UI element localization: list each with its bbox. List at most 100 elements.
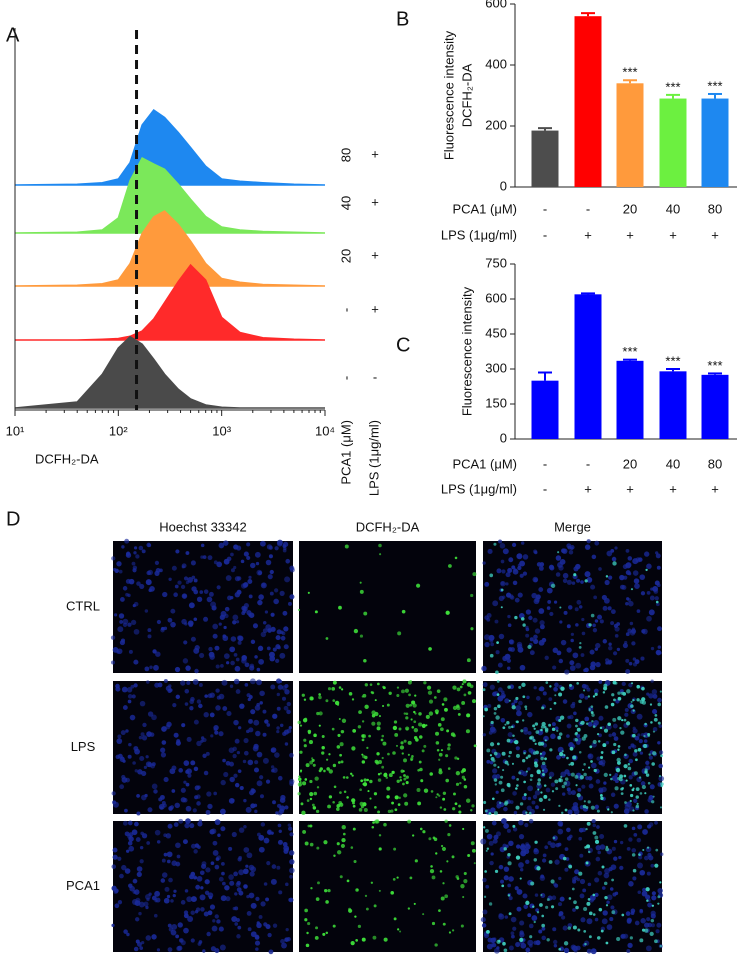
ros-signal (594, 835, 599, 840)
panel-label: A (6, 24, 20, 46)
condition-label: + (371, 194, 379, 209)
nucleus (638, 855, 643, 860)
nucleus (538, 929, 543, 934)
nucleus (273, 598, 279, 605)
nucleus (125, 551, 131, 556)
significance: *** (622, 65, 637, 80)
nucleus (180, 940, 186, 946)
nucleus (596, 756, 601, 761)
nucleus (610, 548, 615, 553)
ros-signal (360, 779, 364, 783)
nucleus (234, 892, 238, 896)
ros-signal (508, 750, 512, 755)
ros-signal (399, 779, 403, 782)
nucleus (284, 683, 289, 689)
ros-signal (377, 810, 381, 814)
nucleus (163, 833, 167, 838)
nucleus (234, 665, 241, 672)
ros-signal (536, 770, 541, 775)
ros-signal (590, 805, 595, 810)
nucleus (566, 647, 572, 653)
nucleus (511, 565, 516, 570)
nucleus (230, 552, 234, 557)
ros-signal (442, 882, 445, 885)
nucleus (235, 657, 240, 662)
nucleus (508, 594, 514, 599)
nucleus (606, 900, 610, 905)
ros-signal (375, 819, 380, 824)
nucleus (519, 930, 524, 935)
nucleus (248, 727, 254, 733)
nucleus (532, 794, 538, 800)
bar (701, 374, 729, 439)
nucleus (145, 935, 152, 941)
ros-signal (568, 763, 571, 766)
nucleus (196, 740, 202, 747)
nucleus (554, 726, 559, 731)
nucleus (214, 948, 220, 954)
nucleus (582, 888, 587, 893)
x-axis-label: DCFH₂-DA (35, 451, 99, 466)
nucleus (181, 565, 185, 569)
ros-signal (301, 810, 306, 816)
nucleus (591, 819, 596, 824)
nucleus (633, 833, 638, 837)
ros-signal (309, 792, 314, 797)
nucleus (655, 553, 661, 559)
nucleus (601, 786, 607, 793)
ros-signal (438, 770, 443, 775)
nucleus (277, 823, 282, 828)
nucleus (233, 653, 238, 657)
nucleus (284, 576, 291, 583)
ros-signal (525, 900, 530, 905)
nucleus (117, 626, 124, 633)
ros-signal (602, 691, 606, 694)
ros-signal (472, 572, 477, 577)
ros-signal (515, 696, 519, 701)
nucleus (189, 823, 195, 829)
y-tick-label: 0 (500, 178, 507, 193)
condition-label: - (373, 369, 377, 384)
ros-signal (455, 771, 461, 776)
nucleus (500, 693, 506, 699)
nucleus (639, 574, 646, 580)
nucleus (657, 888, 663, 894)
ros-signal (534, 722, 539, 726)
ros-signal (403, 774, 406, 777)
nucleus (289, 778, 295, 785)
ros-signal (433, 837, 438, 842)
ros-signal (654, 939, 658, 944)
ros-signal (489, 653, 494, 658)
ros-signal (504, 723, 507, 726)
nucleus (216, 855, 221, 860)
ros-signal (541, 761, 546, 766)
ros-signal (315, 809, 320, 814)
condition-label: 80 (338, 148, 353, 162)
nucleus (625, 658, 630, 663)
ros-signal (584, 579, 588, 583)
nucleus (566, 787, 571, 792)
nucleus (546, 606, 551, 610)
nucleus (601, 886, 606, 890)
nucleus (222, 706, 228, 711)
nucleus (140, 732, 145, 737)
nucleus (194, 668, 199, 674)
nucleus (133, 551, 137, 555)
nucleus (559, 896, 565, 902)
ros-signal (405, 712, 409, 716)
nucleus (505, 844, 509, 848)
nucleus (146, 731, 152, 737)
image-background (299, 541, 476, 673)
nucleus (507, 614, 511, 619)
nucleus (610, 621, 615, 626)
ros-signal (363, 778, 367, 782)
nucleus (176, 854, 181, 859)
nucleus (634, 920, 640, 926)
ros-signal (627, 763, 631, 766)
nucleus (144, 609, 149, 613)
ros-signal (536, 911, 540, 914)
nucleus (657, 645, 662, 649)
nucleus (175, 694, 180, 700)
ros-signal (323, 840, 328, 845)
ros-signal (504, 800, 509, 805)
